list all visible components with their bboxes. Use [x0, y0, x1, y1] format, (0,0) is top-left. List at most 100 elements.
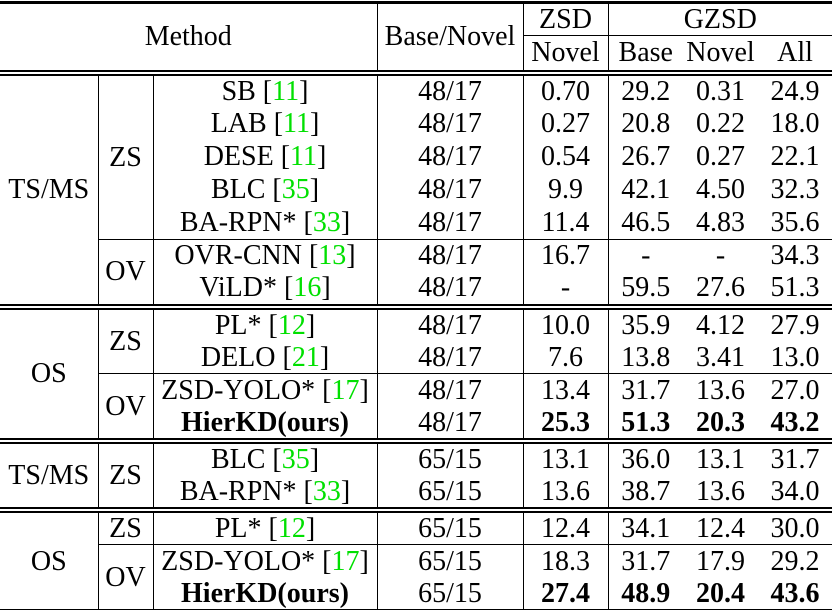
- zsd-novel-cell: 13.6: [523, 475, 609, 511]
- zsd-novel-cell: 0.27: [523, 107, 609, 141]
- method-cell: BLC [35]: [153, 173, 378, 207]
- gzsd-novel-cell: 0.31: [683, 69, 758, 108]
- citation-number: 33: [312, 206, 341, 238]
- method-label: HierKD(ours): [181, 406, 349, 438]
- zsd-novel-cell: 13.1: [523, 438, 609, 476]
- table-row: BLC [35] 48/17 9.9 42.1 4.50 32.3: [0, 173, 832, 207]
- citation-bracket: ]: [359, 545, 369, 577]
- zsd-novel-cell: 18.3: [523, 544, 609, 578]
- method-label: BA-RPN* [: [179, 475, 313, 507]
- method-cell: PL* [12]: [153, 507, 378, 545]
- gzsd-base-cell: 42.1: [621, 174, 671, 206]
- header-zsd: ZSD: [523, 2, 609, 37]
- gzsd-novel-cell: 20.3: [696, 406, 745, 438]
- citation-number: 13: [318, 240, 347, 272]
- base-novel-cell: 65/15: [377, 544, 524, 578]
- gzsd-novel-cell: 13.6: [696, 475, 745, 507]
- method-cell: OVR-CNN [13]: [153, 238, 378, 273]
- base-novel-cell: 48/17: [377, 238, 524, 273]
- zsd-novel-cell: -: [523, 272, 609, 307]
- header-row-1: Method Base/Novel ZSD GZSD: [0, 2, 832, 73]
- citation-bracket: ]: [299, 75, 309, 107]
- gzsd-base-cell: 59.5: [621, 272, 671, 304]
- citation-number: 11: [290, 141, 317, 173]
- method-label: BA-RPN* [: [179, 206, 313, 238]
- method-label: OVR-CNN [: [174, 240, 319, 272]
- citation-number: 17: [331, 545, 360, 577]
- row-subgroup-cell: OV: [98, 544, 154, 610]
- table-row: OV ZSD-YOLO* [17] 48/17 13.4 31.7 13.6 2…: [0, 373, 832, 442]
- table-row: TS/MS ZS BLC [35] 65/15 13.1 36.0 13.1 3…: [0, 438, 832, 511]
- gzsd-all-cell: 27.0: [758, 373, 832, 407]
- citation-bracket: ]: [319, 341, 330, 373]
- method-cell: LAB [11]: [153, 107, 378, 141]
- gzsd-novel-cell: 0.22: [696, 108, 745, 140]
- base-novel-cell: 48/17: [377, 107, 524, 141]
- gzsd-base-cell: 35.9: [608, 303, 683, 341]
- gzsd-novel-cell: 3.41: [696, 341, 745, 373]
- gzsd-base-cell: 26.7: [621, 141, 671, 173]
- zsd-novel-cell: 13.4: [523, 373, 609, 407]
- base-novel-cell: 65/15: [377, 507, 524, 545]
- table-row-ours: HierKD(ours) 65/15 27.4 48.9 20.4 43.6: [0, 577, 832, 610]
- method-label: DESE [: [203, 141, 291, 173]
- row-group-cell: OS: [0, 303, 99, 442]
- base-novel-cell: 48/17: [377, 173, 524, 207]
- citation-bracket: ]: [305, 309, 316, 341]
- zsd-novel-cell: 0.54: [523, 140, 609, 174]
- citation-number: 12: [277, 309, 306, 341]
- zsd-novel-cell: 9.9: [523, 173, 609, 207]
- method-cell: DELO [21]: [153, 340, 378, 374]
- gzsd-novel-cell: 20.4: [696, 577, 745, 609]
- gzsd-novel-cell: 17.9: [683, 544, 758, 578]
- citation-bracket: ]: [359, 375, 369, 406]
- citation-number: 11: [272, 75, 300, 107]
- method-label: PL* [: [214, 513, 278, 545]
- method-label: ZSD-YOLO* [: [161, 375, 332, 406]
- header-row-2: Novel Base Novel All: [0, 35, 832, 73]
- zsd-novel-cell: 7.6: [523, 340, 609, 374]
- citation-bracket: ]: [346, 240, 356, 272]
- base-novel-cell: 48/17: [377, 303, 524, 341]
- gzsd-all-cell: 24.9: [758, 69, 832, 108]
- citation-number: 21: [291, 341, 320, 373]
- zsd-novel-cell: 11.4: [523, 206, 609, 240]
- gzsd-all-cell: 34.3: [758, 238, 832, 273]
- base-novel-cell: 65/15: [377, 438, 524, 476]
- row-subgroup-cell: ZS: [98, 303, 154, 374]
- citation-bracket: ]: [309, 174, 320, 206]
- header-zsd-novel: Novel: [523, 35, 609, 73]
- method-cell: HierKD(ours): [153, 406, 378, 442]
- table-row: OS ZS PL* [12] 48/17 10.0 35.9 4.12 27.9: [0, 303, 832, 442]
- method-cell: BA-RPN* [33]: [153, 475, 378, 511]
- gzsd-all-cell: 29.2: [758, 544, 832, 578]
- citation-bracket: ]: [340, 206, 351, 238]
- gzsd-base-cell: 31.7: [608, 373, 683, 407]
- header-gzsd-base: Base: [618, 37, 673, 69]
- gzsd-base-cell: 29.2: [608, 69, 683, 108]
- base-novel-cell: 65/15: [377, 577, 524, 610]
- gzsd-base-cell: 20.8: [621, 108, 671, 140]
- method-label: BLC [: [210, 174, 282, 206]
- gzsd-novel-cell: -: [683, 238, 758, 273]
- gzsd-all-cell: 18.0: [770, 108, 820, 140]
- method-cell: BLC [35]: [153, 438, 378, 476]
- gzsd-base-cell: 36.0: [608, 438, 683, 476]
- base-novel-cell: 48/17: [377, 272, 524, 307]
- table-row: BA-RPN* [33] 48/17 11.4 46.5 4.83 35.6: [0, 206, 832, 240]
- gzsd-all-cell: 51.3: [770, 272, 820, 304]
- method-label: LAB [: [210, 108, 284, 140]
- gzsd-novel-cell: 12.4: [683, 507, 758, 545]
- base-novel-cell: 48/17: [377, 69, 524, 108]
- gzsd-all-cell: 27.9: [758, 303, 832, 341]
- gzsd-base-cell: 38.7: [621, 475, 671, 507]
- base-novel-cell: 48/17: [377, 406, 524, 442]
- method-label: SB [: [221, 75, 273, 107]
- header-method: Method: [0, 2, 378, 73]
- gzsd-all-cell: 35.6: [770, 206, 820, 238]
- row-group-cell: TS/MS: [0, 438, 99, 511]
- method-cell: SB [11]: [153, 69, 378, 108]
- gzsd-all-cell: 34.0: [770, 475, 820, 507]
